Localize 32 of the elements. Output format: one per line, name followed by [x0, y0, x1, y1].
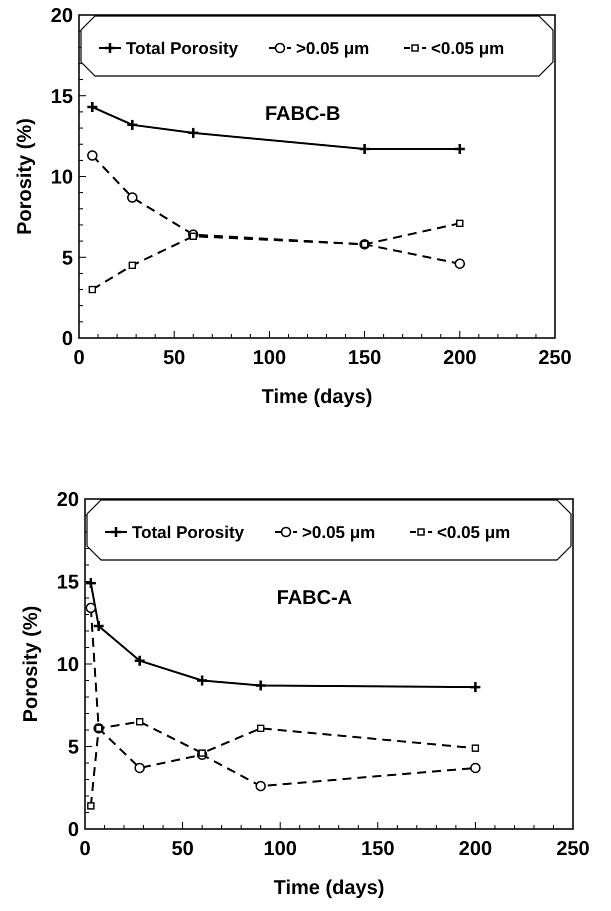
y-tick-label: 15 — [50, 86, 73, 108]
legend-label: Total Porosity — [132, 523, 245, 542]
x-tick-label: 250 — [556, 838, 590, 860]
x-tick-label: 100 — [264, 838, 297, 860]
y-tick-label: 0 — [68, 819, 79, 841]
x-tick-label: 150 — [361, 838, 394, 860]
x-tick-label: 250 — [538, 347, 572, 369]
x-tick-label: 200 — [458, 838, 492, 860]
y-tick-label: 15 — [56, 572, 79, 594]
y-axis-title: Porosity (%) — [20, 606, 42, 722]
x-tick-label: 50 — [171, 838, 194, 860]
x-tick-label: 200 — [443, 347, 476, 369]
y-axis-title: Porosity (%) — [14, 118, 36, 235]
y-tick-label: 0 — [62, 328, 73, 350]
x-axis-title: Time (days) — [274, 877, 384, 899]
y-tick-label: 5 — [68, 736, 79, 758]
legend-label: Total Porosity — [126, 39, 239, 58]
x-tick-label: 50 — [163, 347, 186, 369]
legend-label: <0.05 μm — [437, 523, 510, 542]
x-tick-label: 150 — [348, 347, 382, 369]
text: FABC-A — [276, 587, 352, 609]
y-tick-label: 20 — [50, 5, 73, 27]
y-tick-label: 10 — [56, 654, 79, 676]
legend-label: >0.05 μm — [296, 39, 370, 58]
x-axis-title: Time (days) — [262, 386, 372, 408]
legend-label: >0.05 μm — [302, 523, 376, 542]
y-tick-label: 10 — [50, 166, 73, 188]
y-tick-label: 20 — [56, 489, 79, 511]
x-tick-label: 100 — [252, 347, 286, 369]
text: FABC-B — [264, 103, 340, 125]
y-tick-label: 5 — [62, 247, 73, 270]
legend-label: <0.05 μm — [431, 39, 504, 58]
